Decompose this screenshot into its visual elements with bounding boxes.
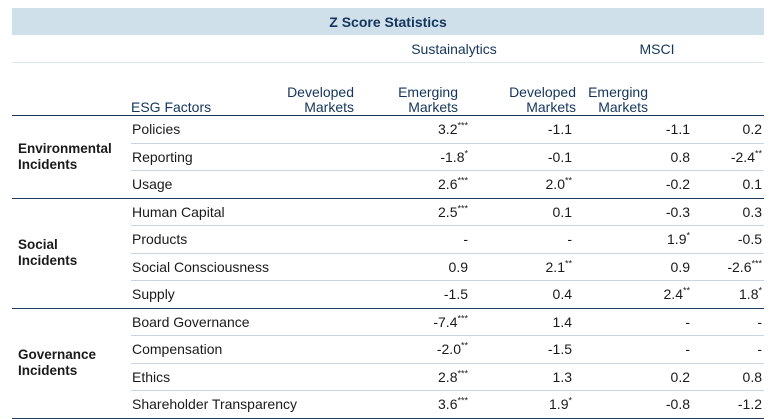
factor-name: Products: [132, 231, 188, 248]
value-cell: 0.2: [670, 368, 690, 385]
group-label: Social Incidents: [18, 237, 78, 268]
source-sustainalytics: Sustainalytics: [411, 40, 497, 57]
value-cell: -1.5: [443, 286, 468, 303]
value-cell: 3.6***: [438, 395, 468, 413]
value-cell: -0.3: [665, 203, 690, 220]
col-msci-emerging: Emerging Markets: [588, 84, 648, 115]
table-row: Board Governance -7.4*** 1.4 - -: [131, 309, 764, 336]
value-cell: 0.8: [742, 368, 762, 385]
value-cell: 2.6***: [438, 175, 468, 193]
table-row: Policies 3.2*** -1.1 -1.1 0.2: [131, 116, 764, 144]
esg-factors-header: ESG Factors: [131, 99, 212, 115]
value-cell: 2.1**: [545, 258, 572, 275]
value-cell: 0.9: [448, 258, 468, 275]
value-cell: -2.4**: [730, 148, 762, 165]
value-cell: -0.2: [665, 176, 690, 193]
value-cell: -1.1: [547, 121, 572, 138]
group-social: Social Incidents Human Capital 2.5*** 0.1…: [12, 199, 764, 309]
table-row: Shareholder Transparency 3.6*** 1.9* -0.…: [131, 391, 764, 418]
table-row: Compensation -2.0** -1.5 - -: [131, 336, 764, 364]
table-row: Supply -1.5 0.4 2.4** 1.8*: [131, 281, 764, 308]
value-cell: 2.5***: [438, 203, 468, 220]
col-sust-emerging: Emerging Markets: [398, 84, 458, 115]
value-cell: 2.4**: [663, 285, 690, 303]
value-cell: 0.8: [670, 148, 690, 165]
value-cell: -2.0**: [436, 340, 468, 358]
value-cell: -: [463, 231, 468, 248]
factor-name: Compensation: [132, 341, 223, 358]
factor-name: Supply: [132, 286, 175, 303]
z-score-table: Z Score Statistics Sustainalytics MSCI E…: [12, 8, 764, 419]
value-cell: -1.5: [547, 341, 572, 358]
value-cell: 1.9*: [667, 230, 690, 248]
value-cell: 1.9*: [549, 395, 572, 413]
factor-name: Reporting: [132, 148, 193, 165]
value-cell: 0.2: [742, 121, 762, 138]
factor-name: Ethics: [132, 368, 171, 385]
value-cell: -7.4***: [433, 313, 468, 330]
value-cell: -1.2: [737, 396, 762, 413]
value-cell: 2.0**: [545, 175, 572, 193]
value-cell: -: [567, 231, 572, 248]
source-msci: MSCI: [639, 40, 675, 57]
col-sust-developed: Developed Markets: [287, 84, 354, 115]
value-cell: 1.3: [552, 368, 572, 385]
group-label: Environmental Incidents: [18, 140, 112, 172]
source-header-row: Sustainalytics MSCI: [12, 35, 764, 63]
table-row: Social Consciousness 0.9 2.1** 0.9 -2.6*…: [131, 254, 764, 281]
value-cell: -: [757, 313, 762, 330]
value-cell: 0.1: [552, 203, 572, 220]
column-header-row: ESG Factors Developed Markets Emerging M…: [12, 63, 764, 116]
factor-name: Usage: [132, 176, 173, 193]
group-environmental: Environmental Incidents Policies 3.2*** -…: [12, 116, 764, 199]
table-row: Products - - 1.9* -0.5: [131, 226, 764, 254]
value-cell: -2.6***: [727, 258, 762, 275]
value-cell: -: [685, 313, 690, 330]
factor-name: Human Capital: [132, 203, 225, 220]
value-cell: 0.3: [742, 203, 762, 220]
factor-name: Social Consciousness: [132, 258, 269, 275]
value-cell: 0.4: [552, 286, 572, 303]
group-governance: Governance Incidents Board Governance -7.…: [12, 309, 764, 419]
value-cell: -1.8*: [440, 148, 468, 165]
value-cell: -0.5: [737, 231, 762, 248]
value-cell: 2.8***: [438, 368, 468, 385]
value-cell: 1.8*: [739, 285, 762, 303]
value-cell: 3.2***: [438, 120, 468, 138]
value-cell: 1.4: [552, 313, 572, 330]
value-cell: -: [757, 341, 762, 358]
value-cell: -0.1: [547, 148, 572, 165]
factor-name: Board Governance: [132, 313, 250, 330]
value-cell: -: [685, 341, 690, 358]
value-cell: 0.1: [742, 176, 762, 193]
table-row: Human Capital 2.5*** 0.1 -0.3 0.3: [131, 199, 764, 226]
value-cell: 0.9: [670, 258, 690, 275]
group-label: Governance Incidents: [18, 347, 97, 378]
table-row: Reporting -1.8* -0.1 0.8 -2.4**: [131, 144, 764, 171]
table-row: Ethics 2.8*** 1.3 0.2 0.8: [131, 364, 764, 391]
factor-name: Shareholder Transparency: [132, 396, 297, 413]
col-msci-developed: Developed Markets: [509, 84, 576, 115]
value-cell: -0.8: [665, 396, 690, 413]
table-row: Usage 2.6*** 2.0** -0.2 0.1: [131, 171, 764, 198]
value-cell: -1.1: [665, 121, 690, 138]
table-title: Z Score Statistics: [12, 8, 764, 35]
factor-name: Policies: [132, 121, 181, 138]
